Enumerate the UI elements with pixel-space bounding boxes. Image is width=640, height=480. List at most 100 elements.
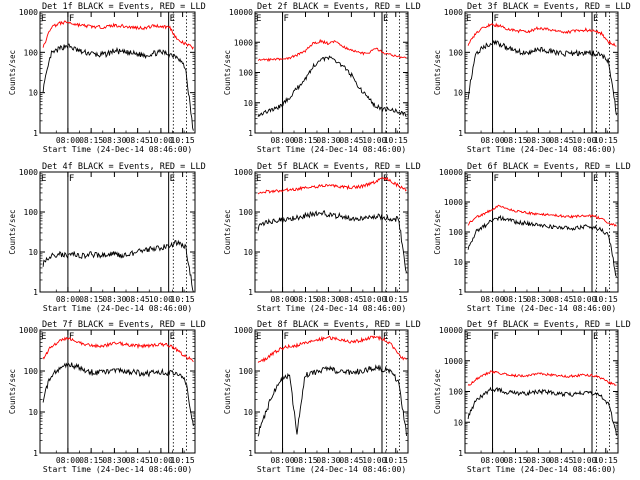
y-tick-label: 10	[453, 258, 463, 267]
x-tick-label: 08:15	[503, 295, 527, 304]
x-tick-label: 08:30	[102, 136, 126, 145]
events-series-line	[257, 55, 407, 118]
flag-label: F	[494, 332, 499, 342]
x-tick-label: 08:00	[480, 295, 504, 304]
panel-title: Det 6f BLACK = Events, RED = LLD	[467, 162, 631, 172]
plot-frame	[39, 171, 196, 293]
plot-frame	[254, 329, 409, 454]
events-series-line	[467, 386, 617, 436]
flag-label: F	[284, 174, 289, 184]
x-tick-label: 08:45	[549, 295, 573, 304]
x-tick-label: 08:15	[503, 136, 527, 145]
y-tick-label: 10000	[439, 168, 463, 177]
y-tick-label: 10	[243, 408, 253, 417]
y-tick-label: 1000	[19, 8, 38, 17]
panel-title: Det 8f BLACK = Events, RED = LLD	[257, 320, 421, 330]
x-tick-label: 08:45	[549, 136, 573, 145]
flag-label: E	[593, 14, 598, 24]
x-axis-label: Start Time (24-Dec-14 08:46:00)	[467, 304, 616, 313]
x-tick-label: 10:15	[384, 295, 408, 304]
flag-label: F	[284, 332, 289, 342]
events-series-line	[42, 362, 194, 427]
x-tick-label: 08:45	[339, 295, 363, 304]
x-tick-label: 08:00	[270, 295, 294, 304]
flag-label: E	[41, 174, 46, 184]
flag-label: E	[256, 332, 261, 342]
events-series-line	[467, 214, 617, 277]
x-tick-label: 08:45	[126, 295, 150, 304]
x-axis-label: Start Time (24-Dec-14 08:46:00)	[43, 465, 192, 474]
lld-series-line	[467, 370, 617, 386]
y-tick-label: 1000	[444, 8, 463, 17]
x-tick-label: 10:15	[171, 456, 195, 465]
y-tick-label: 100	[449, 48, 464, 57]
lld-series-line	[257, 335, 407, 363]
y-tick-label: 1	[33, 449, 38, 458]
x-tick-label: 08:45	[549, 456, 573, 465]
y-axis-label: Counts/sec	[433, 50, 442, 95]
y-tick-label: 1000	[444, 357, 463, 366]
x-axis-label: Start Time (24-Dec-14 08:46:00)	[43, 145, 192, 154]
detector-panel-6: Det 6f BLACK = Events, RED = LLD 1 10 100 10…	[433, 162, 631, 313]
y-tick-label: 100	[239, 367, 254, 376]
y-tick-label: 1000	[444, 198, 463, 207]
flag-label: E	[383, 14, 388, 24]
x-tick-label: 10:00	[362, 136, 386, 145]
x-tick-label: 08:30	[102, 456, 126, 465]
y-tick-label: 10	[453, 418, 463, 427]
x-tick-label: 08:15	[79, 136, 103, 145]
flag-label: F	[494, 14, 499, 24]
flag-label: F	[69, 332, 74, 342]
flag-label: E	[383, 332, 388, 342]
y-tick-label: 1	[33, 288, 38, 297]
y-tick-label: 1000	[19, 168, 38, 177]
x-tick-label: 08:30	[102, 295, 126, 304]
lld-series-line	[467, 22, 617, 47]
detector-panel-2: Det 2f BLACK = Events, RED = LLD 1 10 100 10…	[223, 2, 421, 154]
y-tick-label: 10	[28, 89, 38, 98]
y-tick-label: 1000	[234, 326, 253, 335]
flag-label: E	[256, 174, 261, 184]
detector-panel-4: Det 4f BLACK = Events, RED = LLD 1 10 100 10…	[8, 162, 206, 313]
x-tick-label: 08:00	[480, 136, 504, 145]
x-tick-label: 08:30	[316, 456, 340, 465]
events-series-line	[257, 364, 407, 437]
x-axis-label: Start Time (24-Dec-14 08:46:00)	[257, 145, 406, 154]
x-tick-label: 08:30	[526, 456, 550, 465]
flag-label: E	[466, 14, 471, 24]
detector-panel-7: Det 7f BLACK = Events, RED = LLD 1 10 100 10…	[8, 320, 206, 474]
x-tick-label: 08:15	[503, 456, 527, 465]
events-series-line	[257, 210, 407, 273]
y-axis-label: Counts/sec	[8, 50, 17, 95]
y-axis-label: Counts/sec	[433, 209, 442, 254]
x-tick-label: 10:00	[362, 295, 386, 304]
panel-title: Det 3f BLACK = Events, RED = LLD	[467, 2, 631, 12]
y-axis-label: Counts/sec	[223, 369, 232, 414]
x-tick-label: 08:30	[316, 295, 340, 304]
y-tick-label: 100	[449, 228, 464, 237]
x-tick-label: 10:15	[594, 456, 618, 465]
panel-title: Det 5f BLACK = Events, RED = LLD	[257, 162, 421, 172]
x-tick-label: 10:00	[149, 456, 173, 465]
panel-title: Det 7f BLACK = Events, RED = LLD	[42, 320, 206, 330]
x-axis-label: Start Time (24-Dec-14 08:46:00)	[257, 465, 406, 474]
x-tick-label: 10:15	[171, 136, 195, 145]
x-tick-label: 08:00	[480, 456, 504, 465]
flag-label: E	[593, 174, 598, 184]
panel-title: Det 9f BLACK = Events, RED = LLD	[467, 320, 631, 330]
x-tick-label: 10:15	[384, 456, 408, 465]
detector-panel-5: Det 5f BLACK = Events, RED = LLD 1 10 100 10…	[223, 162, 421, 313]
detector-panel-9: Det 9f BLACK = Events, RED = LLD 1 10 100 10…	[433, 320, 631, 474]
y-tick-label: 1000	[234, 38, 253, 47]
y-tick-label: 100	[239, 69, 254, 78]
y-tick-label: 100	[449, 388, 464, 397]
lld-series-line	[257, 177, 407, 195]
flag-label: E	[41, 14, 46, 24]
x-tick-label: 08:45	[126, 456, 150, 465]
flag-label: E	[170, 332, 175, 342]
panel-title: Det 2f BLACK = Events, RED = LLD	[257, 2, 421, 12]
flag-label: F	[284, 14, 289, 24]
y-tick-label: 100	[24, 367, 39, 376]
